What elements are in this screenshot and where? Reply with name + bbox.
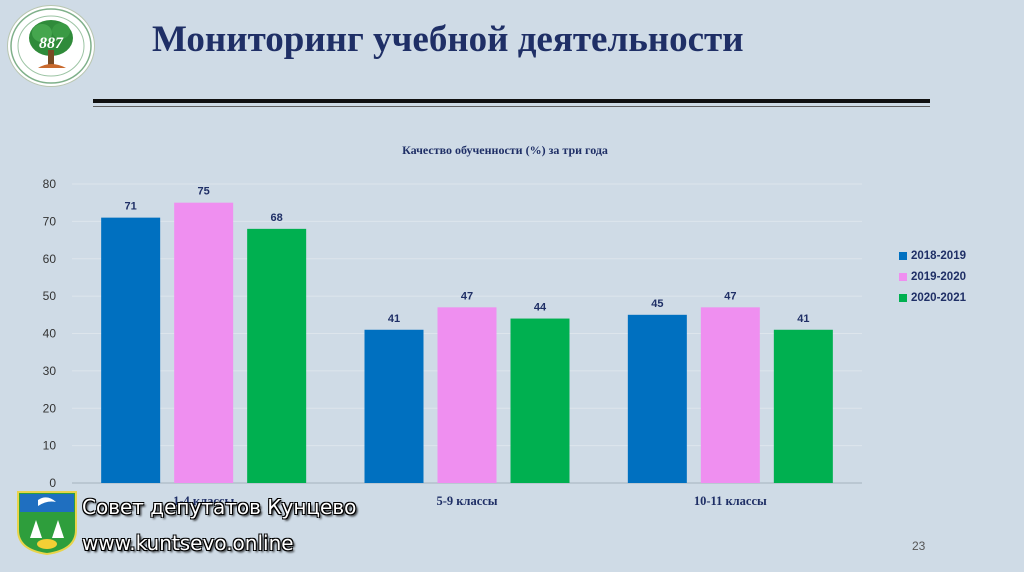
- data-label: 68: [271, 212, 283, 224]
- y-tick-label: 60: [43, 252, 57, 266]
- legend-label: 2018-2019: [911, 249, 966, 262]
- watermark-website: www.kuntsevo.online: [82, 531, 294, 555]
- logo-number: 887: [39, 35, 64, 52]
- category-label: 5-9 классы: [436, 494, 497, 508]
- y-tick-label: 80: [43, 177, 57, 191]
- data-label: 47: [461, 290, 473, 302]
- legend-label: 2020-2021: [911, 291, 966, 304]
- category-label: 10-11 классы: [694, 494, 767, 508]
- data-label: 75: [198, 186, 210, 198]
- bar: [700, 307, 760, 483]
- bar: [773, 329, 833, 483]
- page-number: 23: [912, 539, 926, 553]
- bar: [364, 329, 424, 483]
- legend-swatch: [899, 251, 907, 260]
- y-tick-label: 30: [43, 364, 57, 378]
- title-divider-thin: [93, 106, 930, 107]
- bar: [437, 307, 497, 483]
- bar: [101, 217, 161, 483]
- data-label: 41: [388, 313, 400, 325]
- y-tick-label: 20: [43, 401, 57, 415]
- legend-item: 2020-2021: [899, 287, 966, 308]
- y-tick-label: 50: [43, 289, 57, 303]
- legend-label: 2019-2020: [911, 270, 966, 283]
- legend-item: 2018-2019: [899, 245, 966, 266]
- data-label: 41: [797, 313, 809, 325]
- slide-title: Мониторинг учебной деятельности: [152, 19, 744, 60]
- school-logo: 887: [8, 6, 94, 86]
- chart-title: Качество обученности (%) за три года: [402, 143, 608, 157]
- data-label: 45: [651, 298, 663, 310]
- watermark-council-name: Совет депутатов Кунцево: [82, 495, 357, 519]
- y-tick-label: 40: [43, 327, 57, 341]
- y-tick-label: 70: [43, 214, 57, 228]
- data-label: 44: [534, 302, 547, 314]
- bar: [174, 202, 234, 483]
- bar: [510, 318, 570, 483]
- legend-swatch: [899, 293, 907, 302]
- coat-of-arms-icon: [17, 491, 77, 556]
- y-tick-label: 0: [49, 476, 56, 490]
- legend-swatch: [899, 272, 907, 281]
- school-logo-emblem-icon: 887: [10, 8, 92, 84]
- chart-legend: 2018-2019 2019-2020 2020-2021: [899, 245, 966, 308]
- category-label: 1-4 классы: [173, 494, 234, 508]
- bar: [627, 314, 687, 483]
- y-tick-label: 10: [43, 439, 57, 453]
- legend-item: 2019-2020: [899, 266, 966, 287]
- bar: [247, 228, 307, 483]
- data-label: 47: [724, 290, 736, 302]
- title-divider: [93, 99, 930, 103]
- data-label: 71: [125, 201, 137, 213]
